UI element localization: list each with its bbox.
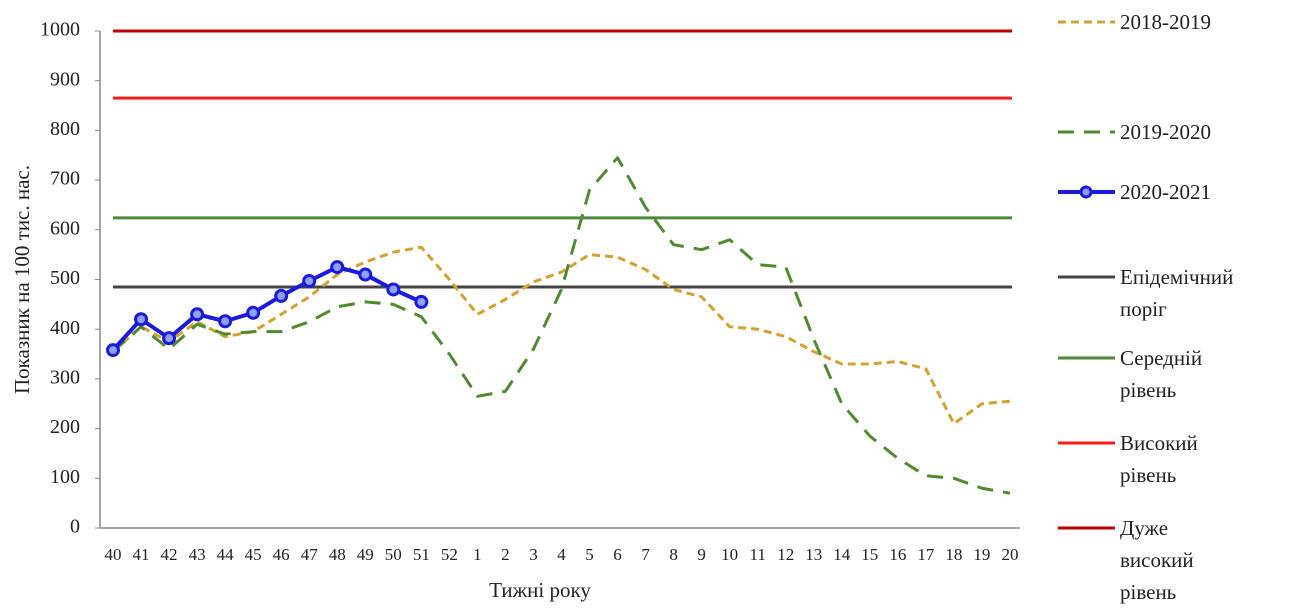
legend-label: Дуже високий рівень bbox=[1120, 516, 1194, 604]
series-marker bbox=[106, 343, 120, 358]
x-tick-label: 5 bbox=[585, 545, 594, 564]
x-tick-label: 40 bbox=[105, 545, 122, 564]
x-tick-label: 20 bbox=[1001, 545, 1018, 564]
x-tick-label: 6 bbox=[613, 545, 622, 564]
y-tick-label: 700 bbox=[50, 168, 80, 190]
y-tick-label: 600 bbox=[50, 217, 80, 239]
series-marker bbox=[274, 288, 289, 303]
x-tick-label: 15 bbox=[861, 545, 878, 564]
x-tick-label: 49 bbox=[357, 545, 374, 564]
series-line bbox=[112, 245, 1011, 426]
legend-label: 2020-2021 bbox=[1120, 180, 1211, 204]
y-tick-label: 900 bbox=[50, 68, 80, 90]
x-axis-label: Тижні року bbox=[489, 578, 591, 602]
y-tick-label: 500 bbox=[50, 267, 80, 289]
legend-label: Епідемічний поріг bbox=[1120, 265, 1234, 321]
series-marker bbox=[246, 305, 261, 320]
x-tick-label: 12 bbox=[777, 545, 794, 564]
x-tick-label: 7 bbox=[641, 545, 650, 564]
y-tick-label: 100 bbox=[50, 466, 80, 488]
series-marker bbox=[218, 314, 233, 329]
x-tick-label: 14 bbox=[833, 545, 851, 564]
y-tick-label: 400 bbox=[50, 317, 80, 339]
x-tick-label: 47 bbox=[301, 545, 319, 564]
x-tick-label: 43 bbox=[189, 545, 206, 564]
x-tick-label: 41 bbox=[133, 545, 150, 564]
legend-swatch-marker bbox=[1079, 185, 1093, 199]
x-tick-label: 42 bbox=[161, 545, 178, 564]
y-axis-label: Показник на 100 тис. нас. bbox=[10, 165, 34, 394]
x-tick-label: 52 bbox=[441, 545, 458, 564]
x-tick-label: 2 bbox=[501, 545, 510, 564]
x-tick-label: 3 bbox=[529, 545, 538, 564]
x-tick-label: 4 bbox=[557, 545, 566, 564]
y-tick-label: 300 bbox=[50, 366, 80, 388]
x-tick-label: 17 bbox=[917, 545, 935, 564]
y-tick-label: 0 bbox=[70, 516, 80, 538]
x-tick-label: 46 bbox=[273, 545, 290, 564]
x-tick-label: 1 bbox=[473, 545, 482, 564]
y-tick-label: 800 bbox=[50, 118, 80, 140]
x-tick-label: 16 bbox=[889, 545, 906, 564]
x-tick-label: 9 bbox=[697, 545, 706, 564]
x-tick-label: 13 bbox=[805, 545, 822, 564]
x-tick-label: 11 bbox=[750, 545, 766, 564]
legend-label: 2019-2020 bbox=[1120, 120, 1211, 144]
series-marker bbox=[190, 307, 205, 322]
x-tick-label: 45 bbox=[245, 545, 262, 564]
series-marker bbox=[358, 267, 373, 282]
x-tick-label: 19 bbox=[973, 545, 990, 564]
x-tick-label: 50 bbox=[385, 545, 402, 564]
legend-label: Високий рівень bbox=[1120, 431, 1198, 487]
x-tick-label: 8 bbox=[669, 545, 678, 564]
series-marker bbox=[162, 331, 177, 346]
series-marker bbox=[330, 260, 345, 275]
y-tick-label: 1000 bbox=[40, 19, 80, 41]
y-tick-label: 200 bbox=[50, 416, 80, 438]
x-tick-label: 51 bbox=[413, 545, 430, 564]
series-marker bbox=[414, 294, 429, 309]
series-marker bbox=[302, 273, 317, 288]
x-tick-label: 18 bbox=[945, 545, 962, 564]
series-marker bbox=[134, 312, 149, 327]
legend-label: 2018-2019 bbox=[1120, 10, 1211, 34]
x-tick-label: 10 bbox=[721, 545, 738, 564]
x-tick-label: 44 bbox=[217, 545, 235, 564]
x-tick-label: 48 bbox=[329, 545, 346, 564]
series-line bbox=[112, 156, 1011, 495]
legend-label: Середній рівень bbox=[1120, 346, 1203, 402]
series-marker bbox=[386, 282, 401, 297]
